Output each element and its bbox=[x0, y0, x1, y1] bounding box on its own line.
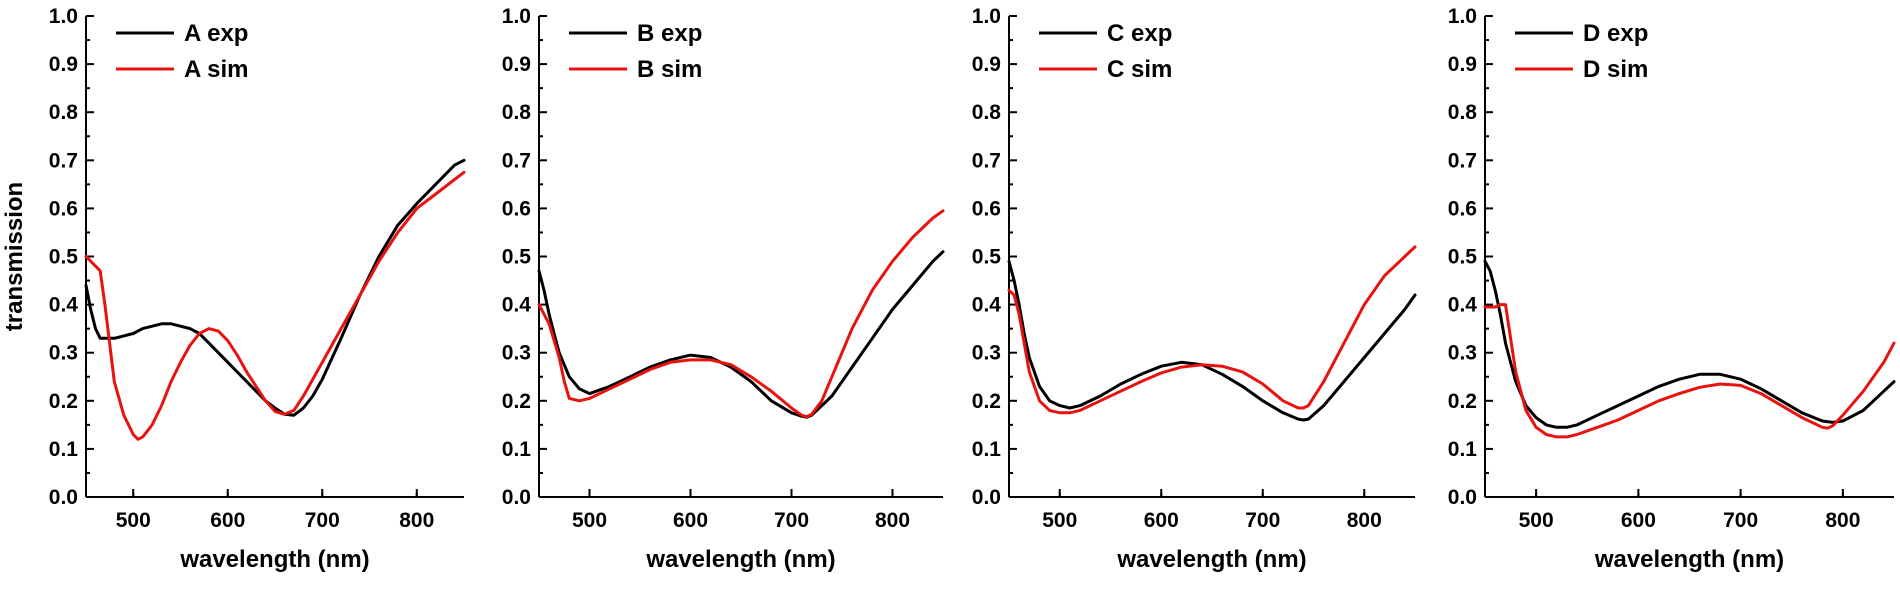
y-tick-label: 0.7 bbox=[49, 149, 78, 172]
y-tick-label: 1.0 bbox=[1448, 5, 1477, 28]
x-tick-label: 700 bbox=[305, 509, 340, 532]
legend-label: A sim bbox=[184, 56, 248, 83]
y-tick-label: 0.9 bbox=[972, 53, 1001, 76]
x-axis-title: wavelength (nm) bbox=[179, 546, 369, 573]
x-tick-label: 800 bbox=[399, 509, 434, 532]
y-tick-label: 1.0 bbox=[502, 5, 531, 28]
y-tick-label: 0.4 bbox=[502, 294, 532, 317]
chart-panel-2: 0.0 0.1 0.2 0.3 0.4 0.5 0.6 0.7 0.8 0.9 1.0 500 600 7… bbox=[502, 5, 945, 573]
x-tick-label: 500 bbox=[1042, 509, 1077, 532]
legend-label: A exp bbox=[184, 20, 248, 47]
y-tick-label: 0.2 bbox=[49, 390, 78, 413]
x-tick-label: 600 bbox=[210, 509, 245, 532]
x-tick-label: 500 bbox=[1519, 509, 1554, 532]
y-tick-label: 0.0 bbox=[1448, 486, 1477, 509]
y-tick-label: 0.9 bbox=[1448, 53, 1477, 76]
x-tick-label: 700 bbox=[1723, 509, 1758, 532]
chart-panel-3: 0.0 0.1 0.2 0.3 0.4 0.5 0.6 0.7 0.8 0.9 1.0 500 600 7… bbox=[972, 5, 1417, 573]
y-tick-label: 0.5 bbox=[49, 246, 79, 269]
y-tick-label: 0.1 bbox=[502, 438, 532, 461]
legend-label: D exp bbox=[1583, 20, 1648, 47]
x-tick-label: 800 bbox=[1825, 509, 1860, 532]
y-tick-label: 1.0 bbox=[49, 5, 78, 28]
series-line-sim bbox=[537, 209, 945, 419]
y-tick-label: 0.6 bbox=[49, 197, 78, 220]
y-tick-label: 0.4 bbox=[1448, 294, 1478, 317]
x-tick-label: 600 bbox=[1144, 509, 1179, 532]
y-tick-label: 0.3 bbox=[972, 342, 1001, 365]
y-tick-label: 0.9 bbox=[502, 53, 531, 76]
y-axis-title: transmission bbox=[1, 182, 28, 331]
x-axis-title: wavelength (nm) bbox=[1594, 546, 1784, 573]
chart-panel-1: 0.0 0.1 0.2 0.3 0.4 0.5 0.6 0.7 0.8 0.9 1.0 500 600 7… bbox=[1, 5, 466, 573]
legend-label: D sim bbox=[1583, 56, 1648, 83]
y-tick-label: 0.2 bbox=[502, 390, 531, 413]
y-tick-label: 0.8 bbox=[49, 101, 79, 124]
y-tick-label: 0.2 bbox=[1448, 390, 1477, 413]
y-tick-label: 0.8 bbox=[972, 101, 1002, 124]
legend-label: C sim bbox=[1107, 56, 1172, 83]
series-line-exp bbox=[1483, 259, 1896, 429]
y-tick-label: 0.0 bbox=[972, 486, 1001, 509]
y-tick-label: 0.6 bbox=[1448, 197, 1477, 220]
y-tick-label: 0.4 bbox=[972, 294, 1002, 317]
x-tick-label: 600 bbox=[1621, 509, 1656, 532]
y-tick-label: 0.1 bbox=[1448, 438, 1478, 461]
y-tick-label: 0.5 bbox=[502, 246, 532, 269]
x-tick-label: 800 bbox=[875, 509, 910, 532]
x-tick-label: 800 bbox=[1347, 509, 1382, 532]
y-tick-label: 1.0 bbox=[972, 5, 1001, 28]
y-tick-label: 0.5 bbox=[972, 246, 1002, 269]
y-tick-label: 0.9 bbox=[49, 53, 78, 76]
series-line-exp bbox=[1007, 259, 1417, 422]
y-tick-label: 0.7 bbox=[502, 149, 531, 172]
y-tick-label: 0.3 bbox=[49, 342, 78, 365]
series-line-sim bbox=[84, 170, 466, 441]
legend-label: C exp bbox=[1107, 20, 1172, 47]
y-tick-label: 0.0 bbox=[49, 486, 78, 509]
series-line-exp bbox=[84, 158, 466, 417]
y-tick-label: 0.3 bbox=[502, 342, 531, 365]
legend-label: B sim bbox=[637, 56, 702, 83]
y-tick-label: 0.7 bbox=[1448, 149, 1477, 172]
chart-panel-4: 0.0 0.1 0.2 0.3 0.4 0.5 0.6 0.7 0.8 0.9 1.0 500 600 7… bbox=[1448, 5, 1896, 573]
y-tick-label: 0.4 bbox=[49, 294, 79, 317]
y-tick-label: 0.6 bbox=[502, 197, 531, 220]
series-line-sim bbox=[1007, 245, 1417, 415]
y-tick-label: 0.5 bbox=[1448, 246, 1478, 269]
legend-label: B exp bbox=[637, 20, 702, 47]
y-tick-label: 0.0 bbox=[502, 486, 531, 509]
y-tick-label: 0.8 bbox=[502, 101, 532, 124]
x-tick-label: 600 bbox=[673, 509, 708, 532]
x-tick-label: 700 bbox=[774, 509, 809, 532]
x-tick-label: 500 bbox=[572, 509, 607, 532]
y-tick-label: 0.1 bbox=[49, 438, 79, 461]
y-tick-label: 0.3 bbox=[1448, 342, 1477, 365]
y-tick-label: 0.8 bbox=[1448, 101, 1478, 124]
y-tick-label: 0.7 bbox=[972, 149, 1001, 172]
x-axis-title: wavelength (nm) bbox=[1116, 546, 1306, 573]
x-tick-label: 500 bbox=[116, 509, 151, 532]
x-tick-label: 700 bbox=[1245, 509, 1280, 532]
y-tick-label: 0.1 bbox=[972, 438, 1002, 461]
y-tick-label: 0.6 bbox=[972, 197, 1001, 220]
x-axis-title: wavelength (nm) bbox=[645, 546, 835, 573]
y-tick-label: 0.2 bbox=[972, 390, 1001, 413]
series-line-sim bbox=[1483, 303, 1896, 439]
